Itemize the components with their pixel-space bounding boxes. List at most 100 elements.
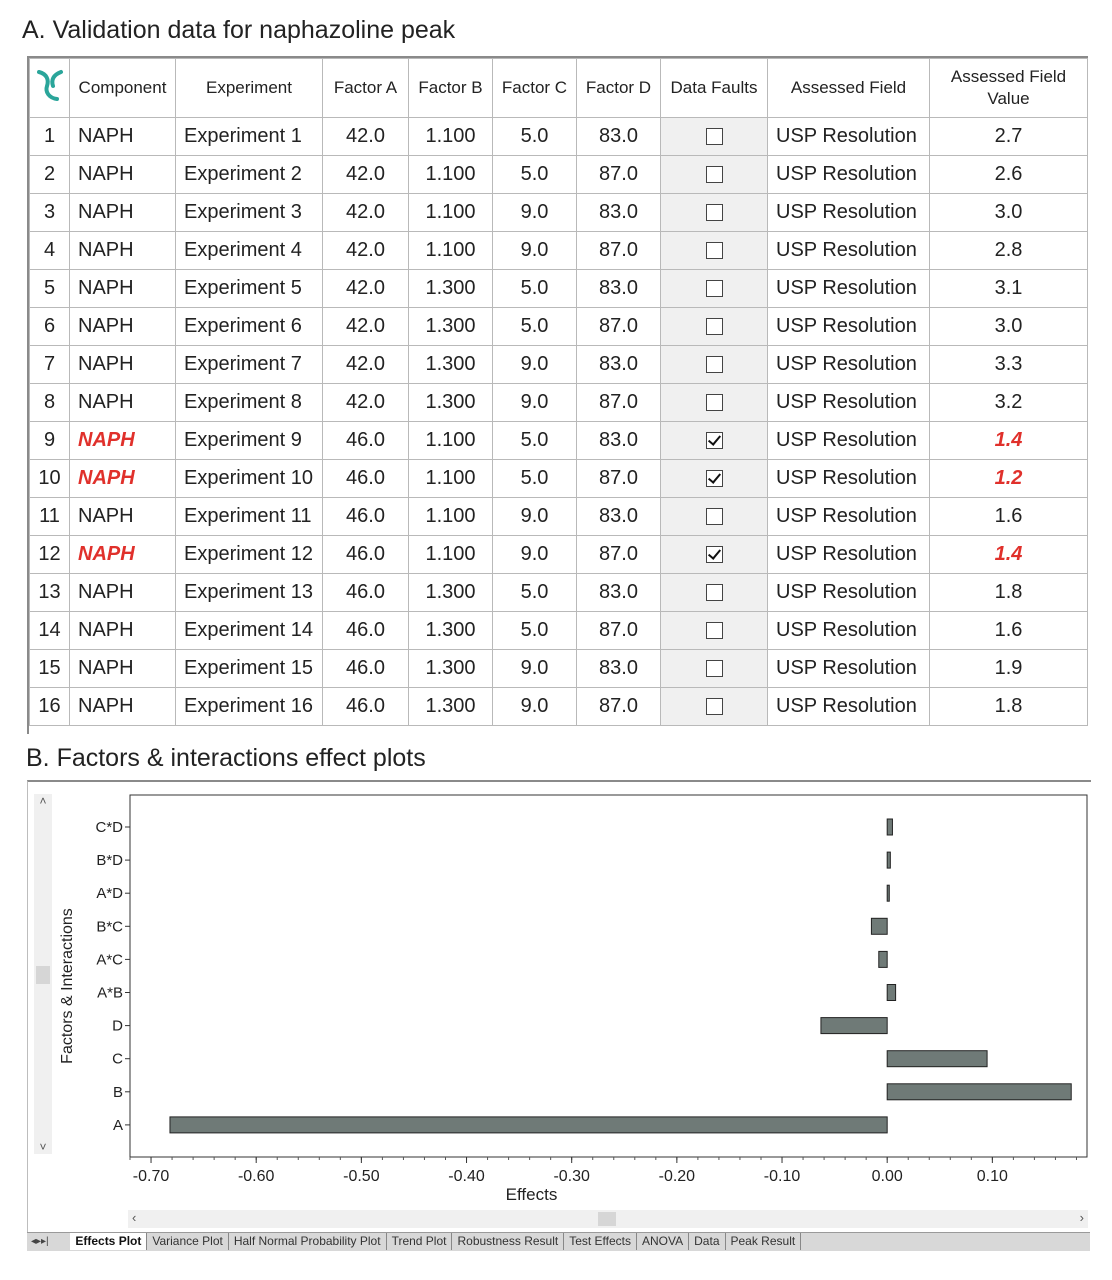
factor-a-cell[interactable]: 42.0	[322, 345, 409, 384]
assessed-field-cell[interactable]: USP Resolution	[767, 345, 930, 384]
assessed-field-value-cell[interactable]: 1.4	[929, 535, 1088, 574]
experiment-cell[interactable]: Experiment 4	[175, 231, 323, 270]
experiment-cell[interactable]: Experiment 5	[175, 269, 323, 308]
factor-a-cell[interactable]: 42.0	[322, 383, 409, 422]
experiment-cell[interactable]: Experiment 3	[175, 193, 323, 232]
data-fault-checkbox[interactable]	[705, 356, 723, 374]
factor-c-cell[interactable]: 9.0	[492, 193, 577, 232]
factor-a-cell[interactable]: 46.0	[322, 611, 409, 650]
data-fault-checkbox[interactable]	[705, 508, 723, 526]
component-cell[interactable]: NAPH	[69, 611, 176, 650]
assessed-field-cell[interactable]: USP Resolution	[767, 687, 930, 726]
data-fault-checkbox[interactable]	[705, 660, 723, 678]
table-row[interactable]: 3 NAPH Experiment 3 42.0 1.100 9.0 83.0 USP Res…	[29, 193, 1088, 232]
factor-a-cell[interactable]: 46.0	[322, 535, 409, 574]
component-cell[interactable]: NAPH	[69, 421, 176, 460]
factor-d-cell[interactable]: 83.0	[576, 573, 661, 612]
factor-b-cell[interactable]: 1.100	[408, 117, 493, 156]
component-cell[interactable]: NAPH	[69, 307, 176, 346]
table-row[interactable]: 12 NAPH Experiment 12 46.0 1.100 9.0 87.0 USP R…	[29, 535, 1088, 574]
assessed-field-cell[interactable]: USP Resolution	[767, 459, 930, 498]
experiment-cell[interactable]: Experiment 13	[175, 573, 323, 612]
data-faults-cell[interactable]	[660, 193, 768, 232]
assessed-field-value-cell[interactable]: 3.1	[929, 269, 1088, 308]
experiment-cell[interactable]: Experiment 9	[175, 421, 323, 460]
table-row[interactable]: 7 NAPH Experiment 7 42.0 1.300 9.0 83.0 USP Res…	[29, 345, 1088, 384]
factor-b-cell[interactable]: 1.100	[408, 193, 493, 232]
experiment-cell[interactable]: Experiment 12	[175, 535, 323, 574]
table-row[interactable]: 6 NAPH Experiment 6 42.0 1.300 5.0 87.0 USP Res…	[29, 307, 1088, 346]
row-index-cell[interactable]: 10	[29, 459, 70, 498]
factor-d-cell[interactable]: 87.0	[576, 459, 661, 498]
component-cell[interactable]: NAPH	[69, 649, 176, 688]
factor-c-cell[interactable]: 9.0	[492, 535, 577, 574]
scroll-up-icon[interactable]: ˄	[39, 794, 47, 808]
experiment-cell[interactable]: Experiment 16	[175, 687, 323, 726]
data-faults-cell[interactable]	[660, 231, 768, 270]
factor-c-cell[interactable]: 5.0	[492, 155, 577, 194]
factor-c-cell[interactable]: 9.0	[492, 649, 577, 688]
scroll-left-icon[interactable]: ‹	[132, 1210, 137, 1225]
row-index-cell[interactable]: 5	[29, 269, 70, 308]
component-cell[interactable]: NAPH	[69, 345, 176, 384]
row-index-cell[interactable]: 11	[29, 497, 70, 536]
data-fault-checkbox[interactable]	[705, 394, 723, 412]
col-header-component[interactable]: Component	[69, 58, 176, 118]
table-row[interactable]: 13 NAPH Experiment 13 46.0 1.300 5.0 83.0 USP R…	[29, 573, 1088, 612]
factor-a-cell[interactable]: 46.0	[322, 459, 409, 498]
component-cell[interactable]: NAPH	[69, 117, 176, 156]
data-faults-cell[interactable]	[660, 117, 768, 156]
data-faults-cell[interactable]	[660, 687, 768, 726]
factor-b-cell[interactable]: 1.300	[408, 345, 493, 384]
factor-c-cell[interactable]: 9.0	[492, 687, 577, 726]
vertical-scrollbar[interactable]: ˄ ˅	[34, 794, 52, 1154]
col-header-assessed-field[interactable]: Assessed Field	[767, 58, 930, 118]
factor-a-cell[interactable]: 42.0	[322, 193, 409, 232]
component-cell[interactable]: NAPH	[69, 193, 176, 232]
component-cell[interactable]: NAPH	[69, 231, 176, 270]
factor-c-cell[interactable]: 9.0	[492, 231, 577, 270]
component-cell[interactable]: NAPH	[69, 535, 176, 574]
factor-d-cell[interactable]: 87.0	[576, 307, 661, 346]
tab-test-effects[interactable]: Test Effects	[564, 1233, 638, 1250]
component-cell[interactable]: NAPH	[69, 687, 176, 726]
factor-a-cell[interactable]: 46.0	[322, 421, 409, 460]
factor-c-cell[interactable]: 9.0	[492, 345, 577, 384]
factor-c-cell[interactable]: 5.0	[492, 573, 577, 612]
tab-effects-plot[interactable]: Effects Plot	[70, 1233, 148, 1250]
factor-c-cell[interactable]: 5.0	[492, 269, 577, 308]
col-header-assessed-field-value[interactable]: Assessed Field Value	[929, 58, 1088, 118]
factor-a-cell[interactable]: 46.0	[322, 497, 409, 536]
assessed-field-value-cell[interactable]: 2.6	[929, 155, 1088, 194]
factor-a-cell[interactable]: 42.0	[322, 117, 409, 156]
col-header-data-faults[interactable]: Data Faults	[660, 58, 768, 118]
row-index-cell[interactable]: 2	[29, 155, 70, 194]
component-cell[interactable]: NAPH	[69, 573, 176, 612]
data-fault-checkbox[interactable]	[705, 622, 723, 640]
row-index-cell[interactable]: 12	[29, 535, 70, 574]
factor-c-cell[interactable]: 5.0	[492, 459, 577, 498]
assessed-field-value-cell[interactable]: 1.8	[929, 573, 1088, 612]
factor-b-cell[interactable]: 1.300	[408, 649, 493, 688]
experiment-cell[interactable]: Experiment 15	[175, 649, 323, 688]
factor-a-cell[interactable]: 42.0	[322, 155, 409, 194]
factor-b-cell[interactable]: 1.300	[408, 307, 493, 346]
table-row[interactable]: 8 NAPH Experiment 8 42.0 1.300 9.0 87.0 USP Res…	[29, 383, 1088, 422]
table-row[interactable]: 9 NAPH Experiment 9 46.0 1.100 5.0 83.0 USP Res…	[29, 421, 1088, 460]
factor-a-cell[interactable]: 46.0	[322, 687, 409, 726]
row-index-cell[interactable]: 7	[29, 345, 70, 384]
factor-c-cell[interactable]: 9.0	[492, 497, 577, 536]
data-faults-cell[interactable]	[660, 497, 768, 536]
assessed-field-cell[interactable]: USP Resolution	[767, 611, 930, 650]
assessed-field-value-cell[interactable]: 1.6	[929, 497, 1088, 536]
factor-b-cell[interactable]: 1.300	[408, 687, 493, 726]
factor-d-cell[interactable]: 83.0	[576, 497, 661, 536]
data-fault-checkbox[interactable]	[705, 698, 723, 716]
component-cell[interactable]: NAPH	[69, 459, 176, 498]
tab-navigation-arrows-icon[interactable]: ◂▸▸|	[31, 1236, 49, 1247]
col-header-factor-a[interactable]: Factor A	[322, 58, 409, 118]
factor-c-cell[interactable]: 5.0	[492, 117, 577, 156]
assessed-field-value-cell[interactable]: 1.8	[929, 687, 1088, 726]
assessed-field-value-cell[interactable]: 3.2	[929, 383, 1088, 422]
data-fault-checkbox-checked[interactable]	[705, 470, 723, 488]
